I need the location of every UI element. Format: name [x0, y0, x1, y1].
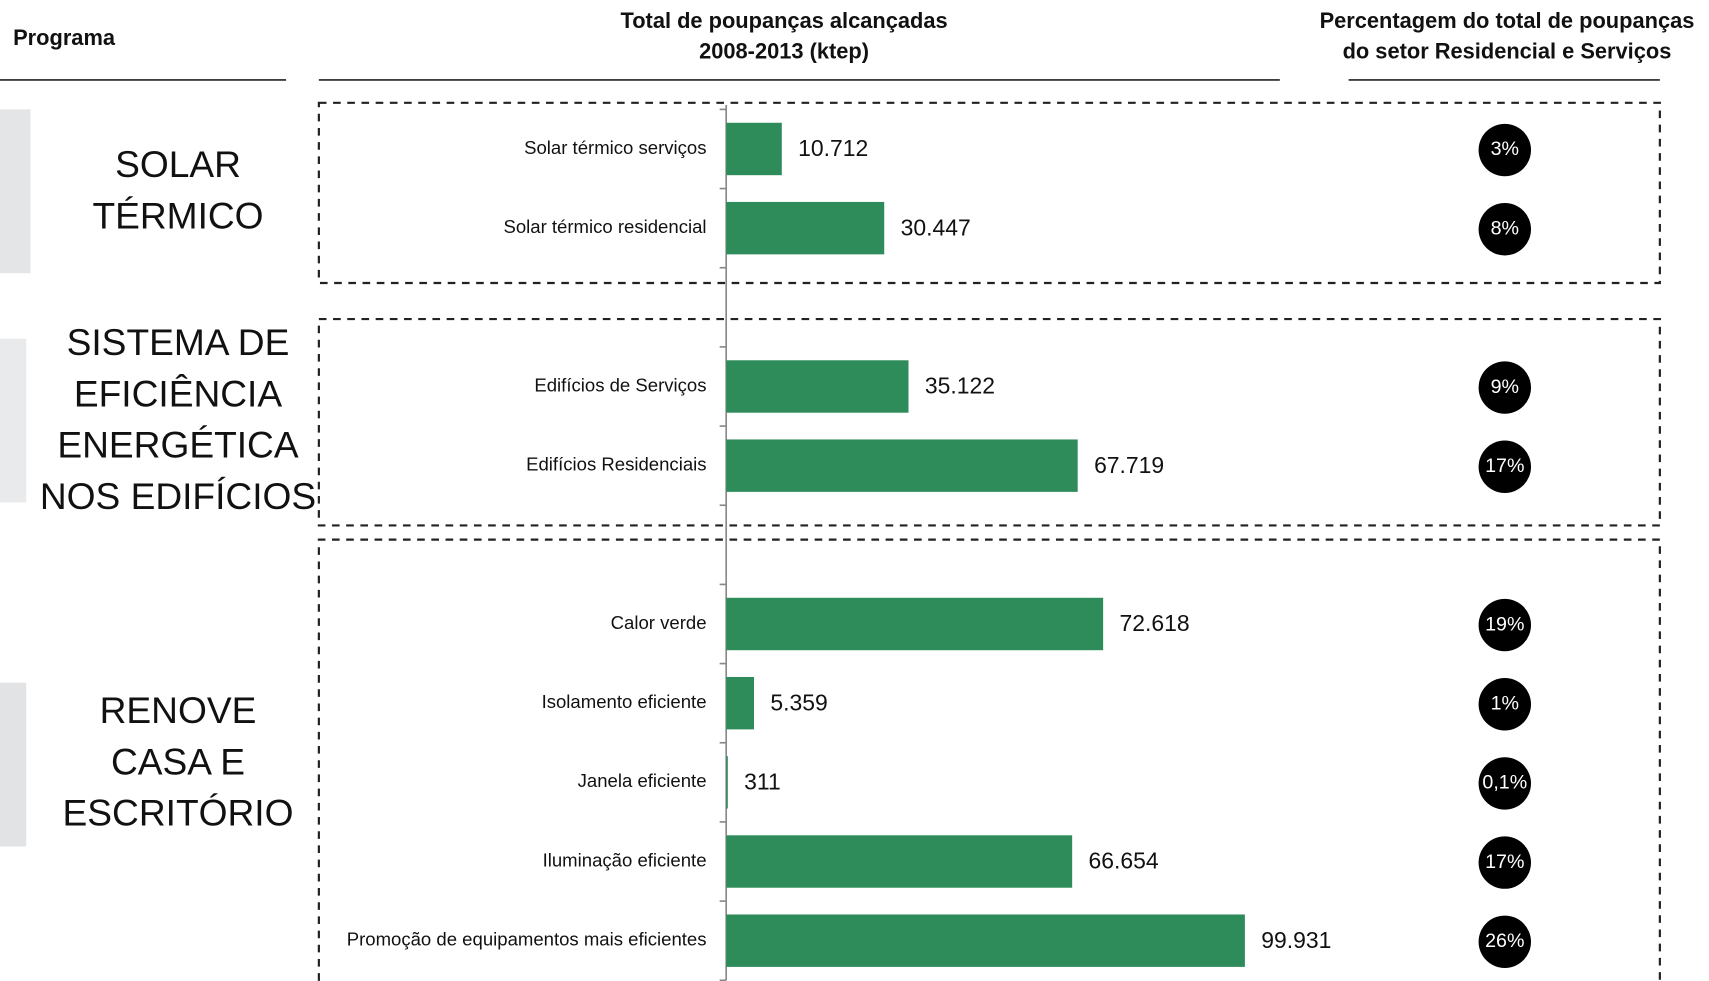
category-label: Edifícios de Serviços — [534, 374, 706, 395]
group-label: CASA E — [111, 740, 245, 782]
group-box — [317, 317, 1661, 527]
photo-fragment — [0, 682, 27, 847]
group-label: TÉRMICO — [92, 194, 263, 236]
category-label: Calor verde — [611, 612, 707, 633]
value-label: 35.122 — [925, 373, 995, 399]
header: do setor Residencial e Serviços — [1343, 38, 1672, 63]
percent-badge — [1478, 757, 1532, 810]
category-label: Janela eficiente — [578, 770, 707, 791]
percent-badge — [1478, 915, 1532, 968]
bar — [726, 676, 755, 730]
percent-badge — [1478, 440, 1532, 493]
percent-label: 1% — [1491, 692, 1519, 714]
category-label: Isolamento eficiente — [542, 691, 707, 712]
value-label: 10.712 — [798, 135, 868, 161]
percent-badge — [1478, 361, 1532, 414]
group-label: SISTEMA DE — [67, 321, 290, 363]
category-label: Solar térmico serviços — [524, 137, 706, 158]
bar — [726, 122, 782, 176]
value-label: 72.618 — [1120, 610, 1190, 636]
value-label: 5.359 — [770, 689, 827, 715]
value-label: 66.654 — [1089, 848, 1159, 874]
category-label: Promoção de equipamentos mais eficientes — [347, 929, 707, 950]
group-label: EFICIÊNCIA — [74, 372, 282, 414]
percent-label: 8% — [1491, 217, 1519, 239]
percent-label: 19% — [1485, 613, 1524, 635]
bar — [726, 914, 1245, 967]
value-label: 30.447 — [901, 214, 971, 240]
decoration — [0, 79, 1661, 981]
percent-label: 0,1% — [1482, 772, 1527, 794]
group-label: RENOVE — [100, 689, 257, 731]
percent-label: 9% — [1491, 376, 1519, 398]
group-label: NOS EDIFÍCIOS — [40, 475, 316, 517]
percent-badge — [1478, 836, 1532, 889]
percent-badge — [1478, 203, 1532, 256]
group-box — [317, 538, 1661, 981]
category-label: Edifícios Residenciais — [526, 454, 706, 475]
percent-badge — [1478, 598, 1532, 652]
percent-label: 26% — [1485, 930, 1524, 952]
percent-label: 17% — [1485, 455, 1524, 477]
bar — [726, 597, 1104, 651]
photo-fragment — [0, 109, 31, 274]
photo-fragment — [0, 338, 27, 503]
value-label: 67.719 — [1094, 452, 1164, 478]
header: 2008-2013 (ktep) — [699, 38, 869, 63]
bar — [726, 201, 885, 255]
bar — [726, 439, 1078, 492]
bar — [726, 360, 909, 413]
percent-badge — [1478, 678, 1532, 731]
group-label: SOLAR — [115, 143, 241, 185]
group-box — [317, 101, 1661, 285]
group-label: ENERGÉTICA — [57, 424, 298, 466]
percent-label: 3% — [1491, 138, 1519, 160]
header: Total de poupanças alcançadas — [621, 8, 948, 33]
category-label: Solar térmico residencial — [503, 216, 706, 237]
header: Programa — [13, 25, 116, 50]
bar — [726, 756, 728, 809]
value-label: 311 — [744, 768, 781, 794]
header: Percentagem do total de poupanças — [1320, 8, 1695, 33]
category-label: Iluminação eficiente — [543, 849, 707, 870]
percent-label: 17% — [1485, 851, 1524, 873]
percent-badge — [1478, 123, 1532, 177]
bar — [726, 835, 1073, 888]
group-label: ESCRITÓRIO — [63, 792, 294, 834]
value-label: 99.931 — [1261, 927, 1331, 953]
